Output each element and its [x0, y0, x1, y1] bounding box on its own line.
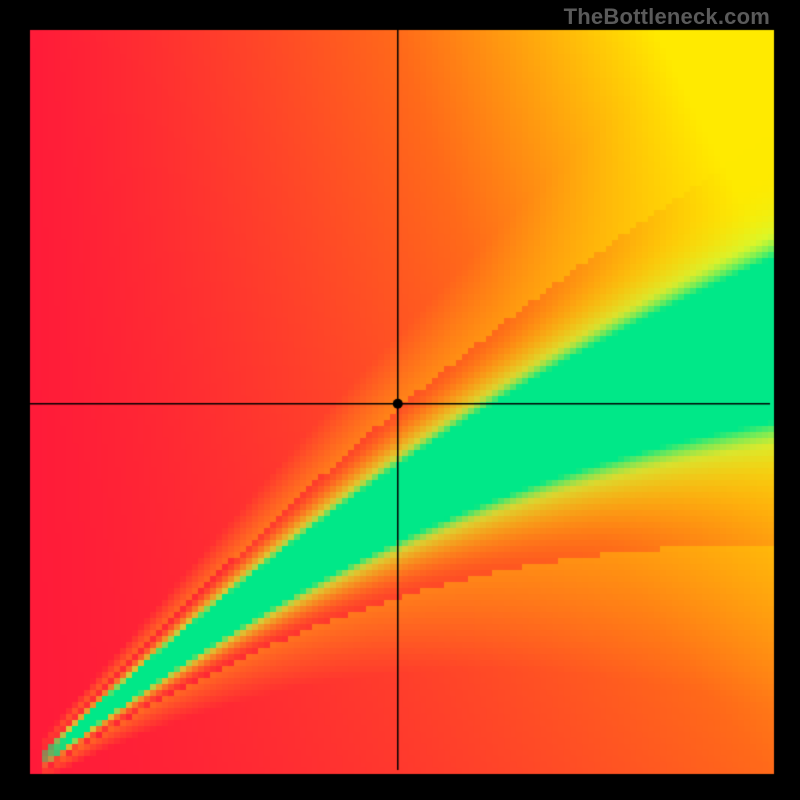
heatmap-canvas	[0, 0, 800, 800]
root: { "watermark": "TheBottleneck.com", "can…	[0, 0, 800, 800]
watermark-text: TheBottleneck.com	[564, 4, 770, 30]
